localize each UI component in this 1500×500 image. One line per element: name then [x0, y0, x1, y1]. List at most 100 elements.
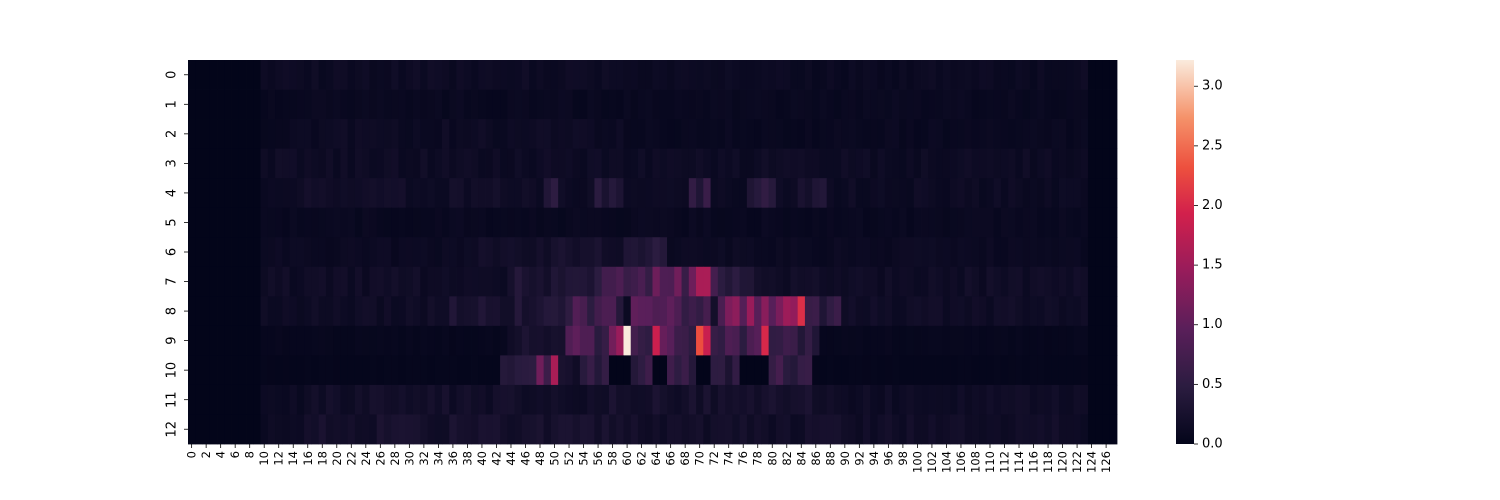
- heatmap-cell: [870, 89, 878, 120]
- heatmap-cell: [855, 207, 864, 238]
- heatmap-cell: [449, 119, 457, 150]
- heatmap-cell: [267, 60, 276, 90]
- heatmap-cell: [231, 384, 240, 415]
- heatmap-cell: [333, 355, 341, 386]
- y-tick-label: 1: [165, 100, 180, 108]
- heatmap-cell: [231, 325, 240, 356]
- heatmap-cell: [768, 178, 777, 209]
- heatmap-cell: [217, 384, 225, 415]
- heatmap-cell: [246, 148, 254, 179]
- heatmap-cell: [710, 325, 719, 356]
- heatmap-cell: [833, 89, 842, 120]
- heatmap-cell: [761, 119, 770, 150]
- heatmap-cell: [775, 237, 784, 268]
- heatmap-cell: [1015, 207, 1024, 238]
- heatmap-cell: [217, 414, 225, 445]
- heatmap-cell: [1044, 355, 1053, 386]
- heatmap-cell: [1051, 207, 1060, 238]
- x-tick-label: 112: [998, 451, 1012, 473]
- heatmap-cell: [899, 148, 907, 179]
- heatmap-cell: [260, 237, 269, 268]
- heatmap-cell: [202, 178, 211, 209]
- heatmap-cell: [1044, 384, 1053, 415]
- heatmap-cell: [993, 266, 1002, 297]
- heatmap-cell: [1058, 414, 1067, 445]
- heatmap-cell: [971, 296, 980, 327]
- heatmap-cell: [1073, 148, 1082, 179]
- heatmap-cell: [674, 119, 682, 150]
- y-tick-label: 10: [165, 362, 180, 379]
- heatmap-cell: [304, 148, 312, 179]
- heatmap-cell: [238, 325, 247, 356]
- heatmap-cell: [884, 60, 893, 90]
- heatmap-cell: [565, 178, 574, 209]
- heatmap-cell: [340, 207, 349, 238]
- heatmap-cell: [877, 148, 886, 179]
- heatmap-cell: [862, 384, 871, 415]
- heatmap-cell: [754, 355, 762, 386]
- heatmap-cell: [543, 266, 552, 297]
- x-tick-label: 120: [1056, 451, 1070, 473]
- heatmap-cell: [964, 355, 973, 386]
- heatmap-cell: [1095, 89, 1103, 120]
- heatmap-cell: [471, 296, 479, 327]
- heatmap-cell: [681, 325, 690, 356]
- heatmap-cell: [376, 296, 385, 327]
- heatmap-cell: [500, 148, 508, 179]
- heatmap-cell: [558, 414, 566, 445]
- heatmap-cell: [318, 414, 327, 445]
- heatmap-cell: [616, 296, 624, 327]
- heatmap-cell: [652, 207, 661, 238]
- heatmap-cell: [884, 119, 893, 150]
- heatmap-cell: [217, 60, 225, 90]
- heatmap-cell: [405, 325, 414, 356]
- heatmap-cell: [231, 266, 240, 297]
- heatmap-cell: [696, 296, 704, 327]
- heatmap-cell: [862, 355, 871, 386]
- heatmap-cell: [587, 119, 595, 150]
- y-tick-label: 2: [165, 130, 180, 138]
- heatmap-cell: [739, 414, 748, 445]
- heatmap-cell: [529, 266, 537, 297]
- heatmap-cell: [296, 325, 305, 356]
- heatmap-cell: [601, 384, 610, 415]
- heatmap-cell: [246, 119, 254, 150]
- heatmap-cell: [942, 119, 951, 150]
- heatmap-cell: [376, 89, 385, 120]
- heatmap-cell: [1022, 237, 1031, 268]
- heatmap-cell: [790, 60, 799, 90]
- heatmap-cell: [1073, 414, 1082, 445]
- heatmap-cell: [1015, 414, 1024, 445]
- y-tick-label: 4: [165, 189, 180, 197]
- heatmap-cell: [841, 119, 849, 150]
- heatmap-cell: [681, 178, 690, 209]
- heatmap-cell: [304, 207, 312, 238]
- heatmap-cell: [1073, 384, 1082, 415]
- x-tick-label: 20: [330, 451, 344, 466]
- x-tick-label: 92: [852, 451, 866, 466]
- heatmap-cell: [979, 296, 987, 327]
- heatmap-cell: [986, 89, 995, 120]
- x-tick-label: 90: [838, 451, 852, 466]
- heatmap-cell: [1051, 148, 1060, 179]
- heatmap-cell: [957, 266, 965, 297]
- heatmap-cell: [383, 237, 392, 268]
- colorbar-tick-label: 3.0: [1202, 79, 1223, 94]
- heatmap-cell: [732, 325, 740, 356]
- heatmap-cell: [383, 296, 392, 327]
- heatmap-cell: [652, 355, 661, 386]
- heatmap-cell: [340, 60, 349, 90]
- heatmap-cell: [754, 414, 762, 445]
- heatmap-cell: [282, 119, 291, 150]
- heatmap-cell: [253, 237, 261, 268]
- heatmap-cell: [637, 237, 646, 268]
- heatmap-cell: [209, 89, 218, 120]
- heatmap-cell: [275, 266, 283, 297]
- heatmap-cell: [275, 384, 283, 415]
- heatmap-cell: [296, 266, 305, 297]
- heatmap-cell: [986, 119, 995, 150]
- heatmap-cell: [688, 60, 697, 90]
- heatmap-cell: [710, 178, 719, 209]
- heatmap-cell: [797, 207, 806, 238]
- heatmap-cell: [892, 60, 900, 90]
